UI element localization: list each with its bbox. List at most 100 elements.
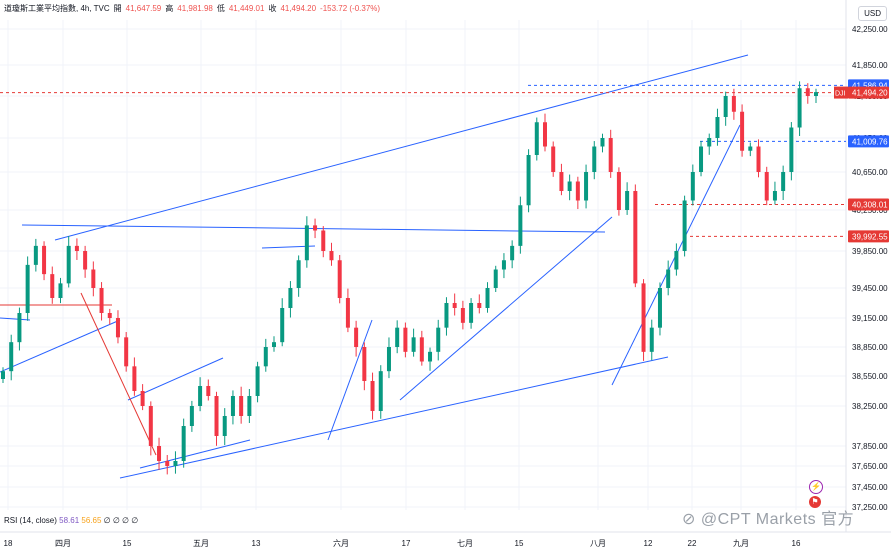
flag-icon[interactable]: ⚑ (809, 496, 821, 508)
price-label-box (848, 135, 889, 148)
price-label-text: 39,992.55 (852, 232, 888, 241)
candle-body (74, 245, 79, 251)
watermark-text: CPT Markets 官方 (717, 511, 855, 528)
candle-body (222, 416, 227, 436)
trendline (0, 319, 121, 373)
candle-body (107, 313, 112, 318)
candle-body (625, 191, 630, 210)
price-tick-label: 37,450.00 (852, 483, 888, 492)
trendline (327, 319, 373, 441)
price-label-text: 40,308.01 (852, 200, 888, 209)
candle-body (198, 386, 203, 406)
price-tick-label: 37,650.00 (852, 462, 888, 471)
candle-body (173, 461, 178, 466)
candle-body (115, 318, 120, 338)
trendline (139, 439, 251, 469)
candle-body (66, 245, 71, 284)
low-label: 低 (216, 4, 225, 13)
candle-body (649, 327, 654, 352)
time-tick-label: 七月 (457, 539, 473, 548)
candle-body (132, 366, 137, 391)
candle-body (781, 172, 786, 191)
candle-body (272, 342, 276, 347)
candle-body (526, 155, 531, 206)
time-tick-label: 15 (515, 539, 524, 548)
candle-body (510, 245, 515, 261)
price-tick-label: 40,650.00 (852, 168, 888, 177)
candle-body (230, 396, 235, 416)
candle-body (288, 288, 293, 308)
candle-body (567, 181, 572, 191)
price-levels (0, 84, 846, 237)
candle-body (50, 274, 55, 298)
time-tick-label: 六月 (333, 538, 349, 548)
candle-body (247, 396, 252, 416)
time-tick-label: 八月 (590, 539, 606, 548)
candle-body (157, 446, 162, 461)
candle-body (444, 303, 449, 328)
candle-body (337, 260, 342, 298)
symbol-title: 道瓊斯工業平均指數, 4h, TVC (4, 4, 110, 13)
candle-body (304, 225, 309, 261)
lightning-icon[interactable]: ⚡ (809, 480, 823, 494)
price-label-text: 41,009.76 (852, 137, 888, 146)
close-label: 收 (268, 4, 277, 13)
price-tick-label: 39,850.00 (852, 247, 888, 256)
candle-body (99, 288, 104, 313)
candle-body (345, 298, 350, 328)
candle-body (518, 205, 523, 246)
candle-body (551, 146, 556, 172)
candle-body (715, 117, 720, 138)
low-value: 41,449.01 (228, 4, 265, 13)
candle-body (25, 264, 30, 313)
candle-body (501, 260, 506, 270)
candle-body (674, 251, 679, 270)
price-label-box (848, 198, 889, 211)
price-tick-label: 39,450.00 (852, 284, 888, 293)
candle-body (764, 172, 769, 201)
price-tick-label: 42,250.00 (852, 25, 888, 34)
change-value: -153.72 (-0.37%) (320, 4, 381, 13)
candle-body (395, 327, 400, 347)
candle-body (699, 146, 704, 172)
candle-body (740, 111, 745, 151)
rsi-extra: ∅ ∅ ∅ ∅ (103, 516, 139, 525)
candle-body (386, 347, 391, 372)
price-label-box (848, 86, 889, 99)
trendline (399, 216, 613, 401)
candle-body (17, 313, 22, 343)
price-tick-label: 37,850.00 (852, 442, 888, 451)
candle-body (58, 283, 63, 298)
candle-body (452, 303, 457, 308)
price-tick-label: 38,550.00 (852, 372, 888, 381)
candle-body (83, 251, 88, 270)
candle-body (411, 337, 416, 352)
trendline (54, 54, 749, 241)
currency-button[interactable]: USD (858, 6, 887, 21)
candle-body (707, 138, 712, 147)
candle-body (559, 172, 564, 191)
candle-body (419, 337, 424, 362)
candle-body (789, 127, 794, 172)
candle-body (460, 308, 465, 323)
time-tick-label: 四月 (55, 539, 71, 548)
candle-body (641, 283, 646, 352)
candle-body (33, 245, 38, 265)
candle-body (263, 347, 268, 367)
candle-body (428, 351, 433, 362)
time-tick-label: 16 (792, 539, 801, 548)
candle-body (354, 327, 359, 347)
high-value: 41,981.98 (177, 4, 213, 13)
candle-body (403, 327, 408, 352)
candle-body (148, 406, 153, 446)
candle-body (633, 191, 638, 284)
grid (0, 0, 891, 533)
symbol-tag-box (834, 86, 848, 99)
candle-body (543, 122, 547, 147)
candle-body (731, 96, 736, 112)
candle-body (436, 327, 441, 352)
candle-body (321, 230, 326, 251)
price-tick-label: 38,850.00 (852, 343, 888, 352)
candle-body (313, 225, 318, 231)
candle-body (805, 88, 810, 96)
